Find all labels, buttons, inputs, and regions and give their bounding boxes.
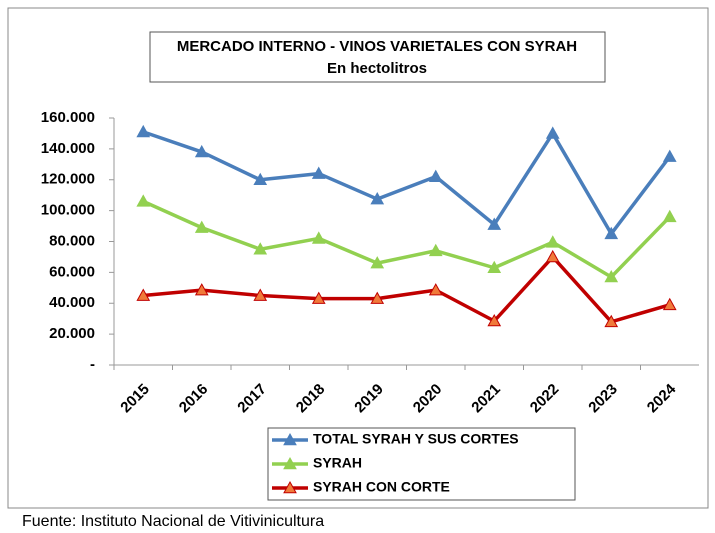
- y-tick-label: 60.000: [49, 263, 95, 280]
- data-point: [253, 242, 268, 255]
- data-point: [545, 126, 560, 139]
- data-point: [428, 169, 443, 182]
- data-point: [253, 172, 268, 186]
- y-tick-label: 160.000: [41, 109, 95, 126]
- legend-marker: [283, 432, 297, 446]
- data-point: [194, 283, 209, 296]
- legend-box: [267, 427, 576, 501]
- legend-marker: [283, 480, 297, 494]
- data-point: [428, 243, 443, 257]
- data-point: [194, 220, 209, 233]
- data-point: [311, 231, 326, 244]
- data-point: [136, 194, 151, 207]
- data-point: [311, 291, 326, 304]
- data-point: [662, 209, 677, 223]
- data-point: [545, 235, 560, 248]
- series-line: [142, 199, 672, 279]
- legend-label: SYRAH CON CORTE: [313, 479, 450, 495]
- data-point: [487, 260, 502, 274]
- data-point: [370, 291, 385, 304]
- data-point: [545, 249, 560, 263]
- y-tick-label: 140.000: [41, 140, 95, 157]
- data-point: [311, 166, 326, 179]
- data-point: [487, 217, 502, 230]
- data-point: [604, 226, 619, 240]
- data-point: [136, 288, 151, 301]
- chart-title: MERCADO INTERNO - VINOS VARIETALES CON S…: [177, 38, 577, 55]
- y-tick-label: 120.000: [41, 171, 95, 188]
- data-point: [136, 124, 151, 138]
- data-point: [370, 256, 385, 269]
- y-tick-label: 20.000: [49, 325, 95, 342]
- legend-label: SYRAH: [313, 455, 362, 471]
- data-point: [487, 313, 502, 327]
- source-note: Fuente: Instituto Nacional de Vitivinicu…: [22, 513, 324, 530]
- data-point: [662, 297, 677, 311]
- series-line: [142, 130, 672, 236]
- y-tick-label: 80.000: [49, 232, 95, 249]
- data-point: [253, 288, 268, 301]
- chart-subtitle: En hectolitros: [327, 60, 427, 77]
- data-point: [370, 192, 385, 205]
- data-point: [194, 144, 209, 158]
- data-point: [428, 283, 443, 296]
- y-tick-label: 100.000: [41, 202, 95, 219]
- data-point: [604, 269, 619, 283]
- title-box: [149, 31, 606, 83]
- chart-frame: [7, 7, 709, 509]
- y-tick-label: 40.000: [49, 294, 95, 311]
- legend-label: TOTAL SYRAH Y SUS CORTES: [313, 431, 519, 447]
- data-point: [604, 314, 619, 328]
- legend-marker: [283, 456, 297, 470]
- data-point: [662, 149, 677, 162]
- series-line: [143, 255, 671, 324]
- y-tick-label: -: [90, 356, 95, 373]
